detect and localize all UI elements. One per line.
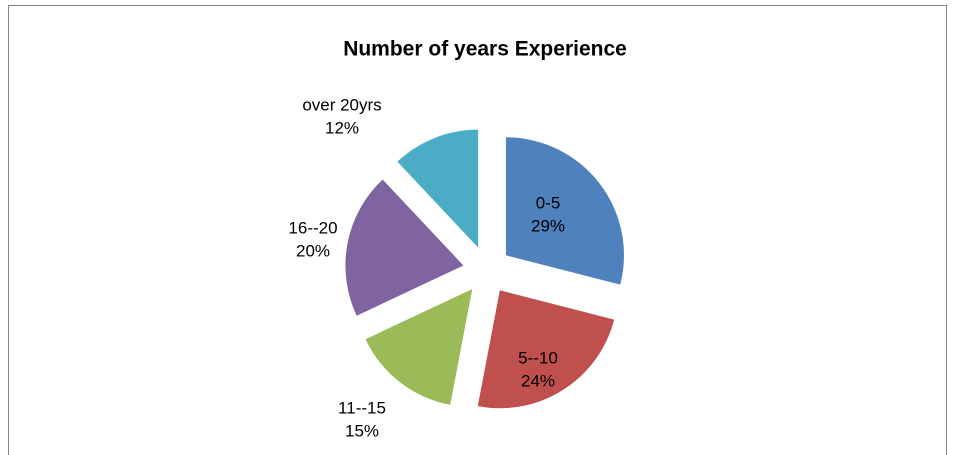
slice-value-label: 29% — [531, 216, 565, 235]
slice-label: 5--10 — [518, 348, 558, 367]
pie-slice — [477, 290, 615, 409]
pie-slice — [397, 129, 479, 248]
pie-slice — [505, 137, 624, 285]
slice-label: 0-5 — [536, 193, 561, 212]
slice-value-label: 15% — [345, 421, 379, 440]
slice-label: 11--15 — [338, 398, 386, 417]
slice-label: over 20yrs — [302, 95, 381, 114]
slice-label: 16--20 — [288, 218, 337, 237]
pie-slice — [345, 179, 464, 316]
slice-value-label: 24% — [521, 371, 555, 390]
slice-value-label: 20% — [296, 241, 330, 260]
slice-value-label: 12% — [325, 118, 359, 137]
pie-slice — [365, 288, 473, 405]
chart-title: Number of years Experience — [343, 38, 627, 61]
